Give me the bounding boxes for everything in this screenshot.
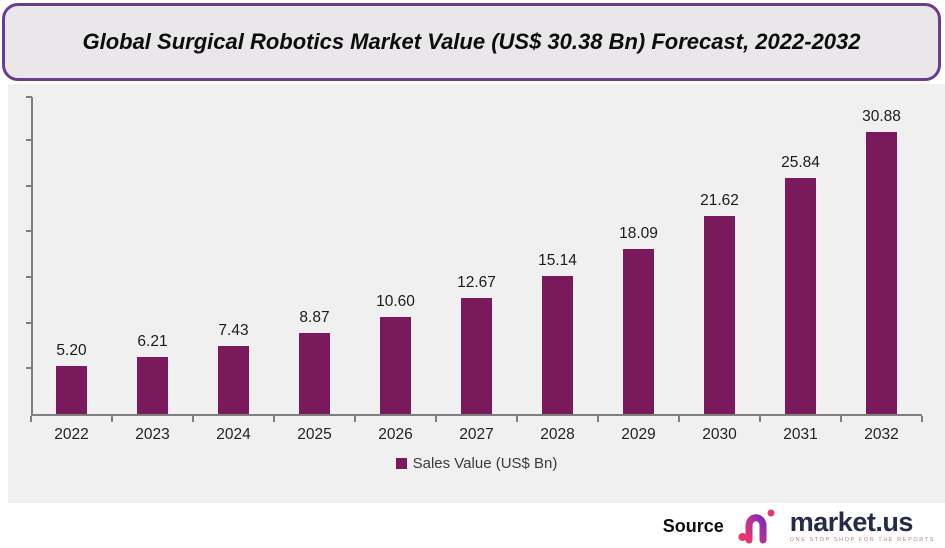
marketus-logo-text: market.us ONE STOP SHOP FOR THE REPORTS [789, 506, 935, 544]
y-axis-tick [26, 275, 32, 278]
bar-value-label-2031: 25.84 [781, 153, 820, 171]
bar-2025 [299, 332, 330, 414]
x-axis-label-2025: 2025 [297, 426, 332, 443]
x-axis-tick [516, 416, 518, 422]
x-axis-label-2026: 2026 [378, 426, 413, 443]
bar-value-label-2027: 12.67 [457, 274, 496, 292]
plot-area: 5.20 2022 6.21 2023 7.43 2024 8.87 2025 10.60 202… [8, 84, 945, 503]
x-axis-tick [597, 416, 599, 422]
x-axis-tick [354, 416, 356, 422]
bar-value-label-2032: 30.88 [862, 107, 901, 125]
source-label: Source [662, 515, 724, 536]
x-axis-label-2029: 2029 [621, 426, 656, 443]
legend-marker-swatch [395, 458, 407, 469]
x-axis-tick [435, 416, 437, 422]
y-axis-tick [26, 138, 32, 141]
y-axis-tick [26, 367, 32, 370]
bar-2027 [461, 298, 492, 414]
x-axis-tick [192, 416, 194, 422]
x-axis-label-2031: 2031 [783, 426, 818, 443]
y-axis-tick [26, 321, 32, 324]
bar-2026 [380, 317, 411, 414]
x-axis-label-2032: 2032 [864, 426, 899, 443]
brand-tagline: ONE STOP SHOP FOR THE REPORTS [789, 536, 935, 543]
bar-value-label-2025: 8.87 [299, 308, 330, 326]
bar-2030 [704, 216, 735, 414]
brand-name: market.us [789, 506, 914, 537]
x-axis-label-2022: 2022 [54, 426, 89, 443]
x-axis-line [31, 414, 922, 416]
y-axis-tick [26, 184, 32, 187]
x-axis-tick [678, 416, 680, 422]
chart-title: Global Surgical Robotics Market Value (U… [82, 29, 861, 54]
x-axis-label-2023: 2023 [135, 426, 170, 443]
x-axis-label-2024: 2024 [216, 426, 251, 443]
source-attribution: Source market.us ONE STOP SHOP FOR THE R… [663, 505, 935, 547]
bar-2032 [866, 131, 897, 414]
bar-value-label-2029: 18.09 [619, 224, 658, 242]
bar-2031 [785, 177, 816, 414]
chart-title-box: Global Surgical Robotics Market Value (U… [2, 3, 941, 81]
bar-value-label-2028: 15.14 [538, 251, 577, 269]
legend-label: Sales Value (US$ Bn) [412, 455, 558, 472]
x-axis-label-2030: 2030 [702, 426, 737, 443]
x-axis-tick [840, 416, 842, 422]
marketus-logo-icon [738, 509, 775, 544]
legend: Sales Value (US$ Bn) [31, 455, 922, 472]
bar-2023 [137, 357, 168, 414]
chart-area: 5.20 2022 6.21 2023 7.43 2024 8.87 2025 10.60 202… [8, 84, 945, 503]
bar-value-label-2024: 7.43 [218, 322, 249, 340]
y-axis-tick [26, 96, 32, 98]
x-axis-tick [273, 416, 275, 422]
bar-2029 [623, 248, 654, 414]
x-axis-tick [30, 416, 32, 422]
bar-2022 [56, 366, 87, 414]
x-axis-tick [759, 416, 761, 422]
y-axis-tick [26, 230, 32, 233]
bar-value-label-2026: 10.60 [376, 293, 415, 311]
x-axis-label-2028: 2028 [540, 426, 575, 443]
bar-value-label-2022: 5.20 [56, 342, 87, 360]
bar-2024 [218, 346, 249, 414]
x-axis-tick [111, 416, 113, 422]
x-axis-tick [921, 416, 923, 422]
y-axis-line [31, 97, 33, 415]
bar-2028 [542, 275, 573, 414]
x-axis-label-2027: 2027 [459, 426, 494, 443]
bar-value-label-2030: 21.62 [700, 192, 739, 210]
bar-value-label-2023: 6.21 [137, 333, 168, 351]
